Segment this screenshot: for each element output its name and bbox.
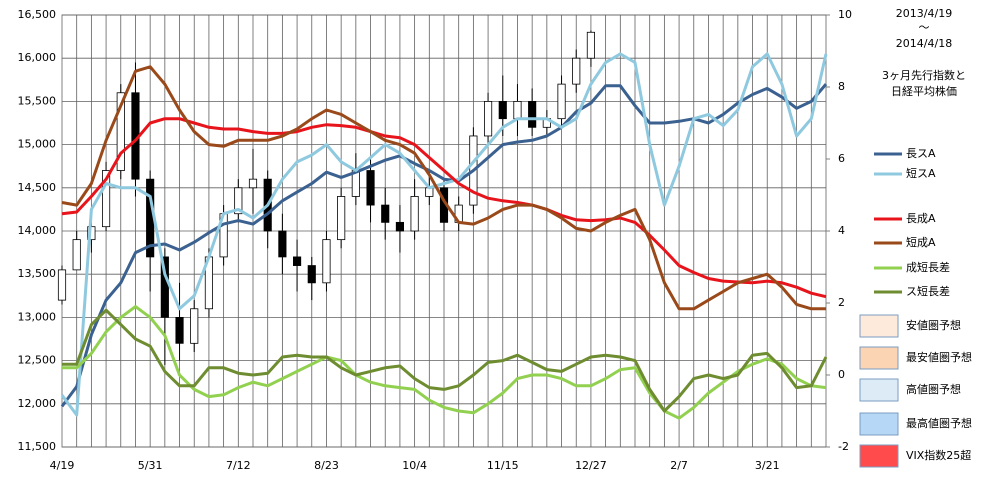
- candle-body: [248, 178, 258, 189]
- legend-box: [859, 346, 899, 370]
- candle-body: [57, 269, 67, 301]
- note-text: 3ヶ月先行指数と: [882, 68, 966, 82]
- candle-body: [175, 316, 184, 344]
- legend-box-label: 高値圏予想: [906, 382, 961, 396]
- candle-body: [484, 101, 493, 137]
- candle-body: [498, 101, 507, 120]
- legend-box-label: 安値圏予想: [906, 318, 961, 332]
- y-tick-label: 13,500: [18, 267, 57, 280]
- y2-tick-label: 6: [838, 152, 845, 165]
- y-tick-label: 15,000: [18, 138, 57, 151]
- y-tick-label: 12,000: [18, 397, 57, 410]
- candle-body: [381, 204, 390, 223]
- series-line: [62, 308, 828, 413]
- candle-body: [190, 308, 199, 344]
- candle-body: [586, 31, 595, 59]
- legend-label: 短成A: [906, 235, 936, 249]
- legend-label: 短スA: [906, 166, 936, 180]
- x-tick-label: 7/12: [226, 459, 251, 472]
- series-line: [61, 117, 827, 299]
- y-tick-label: 11,500: [18, 440, 57, 453]
- series-line: [60, 83, 828, 408]
- note-text: 日経平均株価: [891, 84, 957, 98]
- candle-body: [337, 196, 346, 241]
- candle-body: [410, 196, 419, 232]
- candle-body: [307, 265, 316, 284]
- y2-tick-label: -2: [838, 440, 849, 453]
- candle-body: [116, 92, 125, 171]
- candle-body: [513, 101, 522, 120]
- x-tick-label: 4/19: [50, 459, 75, 472]
- series-line: [60, 52, 828, 417]
- candle-body: [72, 239, 81, 271]
- legend-box-label: 最高値圏予想: [906, 416, 972, 430]
- candle-body: [572, 57, 581, 85]
- candle-body: [234, 187, 243, 215]
- legend-label: 長スA: [906, 147, 936, 160]
- y-tick-label: 15,500: [18, 94, 57, 107]
- candle-body: [366, 170, 375, 206]
- x-tick-label: 12/27: [575, 459, 607, 472]
- note-text: ～: [919, 21, 930, 34]
- y-tick-label: 16,000: [18, 51, 57, 64]
- legend-box: [859, 412, 899, 436]
- y2-tick-label: 4: [838, 224, 845, 237]
- candle-body: [557, 83, 566, 120]
- legend-box: [859, 444, 899, 468]
- legend-box: [859, 378, 899, 402]
- candle-body: [160, 256, 169, 318]
- y-tick-label: 12,500: [18, 354, 57, 367]
- y-tick-label: 13,000: [18, 310, 57, 323]
- candle-body: [528, 101, 537, 128]
- candle-body: [395, 221, 404, 232]
- candle-body: [278, 230, 287, 258]
- y-tick-label: 14,500: [18, 181, 57, 194]
- series-line: [61, 65, 826, 311]
- y2-tick-label: 10: [838, 8, 852, 21]
- x-tick-label: 2/7: [670, 459, 688, 472]
- x-tick-label: 5/31: [138, 459, 163, 472]
- candle-body: [293, 256, 302, 266]
- x-tick-label: 10/4: [402, 459, 427, 472]
- candle-body: [102, 170, 111, 228]
- y2-tick-label: 8: [838, 80, 845, 93]
- y-tick-label: 16,500: [18, 8, 57, 21]
- legend-label: ス短長差: [906, 284, 950, 298]
- note-text: 2013/4/19: [896, 7, 952, 20]
- x-tick-label: 3/21: [755, 459, 780, 472]
- y2-tick-label: 2: [838, 296, 845, 309]
- x-tick-label: 8/23: [314, 459, 339, 472]
- note-text: 2014/4/18: [896, 37, 952, 50]
- legend-label: 成短長差: [906, 260, 950, 274]
- y2-tick-label: 0: [838, 368, 845, 381]
- candle-body: [322, 239, 331, 284]
- x-tick-label: 11/15: [487, 459, 519, 472]
- legend-box-label: 最安値圏予想: [906, 350, 972, 364]
- legend-label: 長成A: [906, 212, 936, 225]
- y-tick-label: 14,000: [18, 224, 57, 237]
- legend-box-label: VIX指数25超: [906, 448, 971, 462]
- legend-box: [859, 314, 899, 338]
